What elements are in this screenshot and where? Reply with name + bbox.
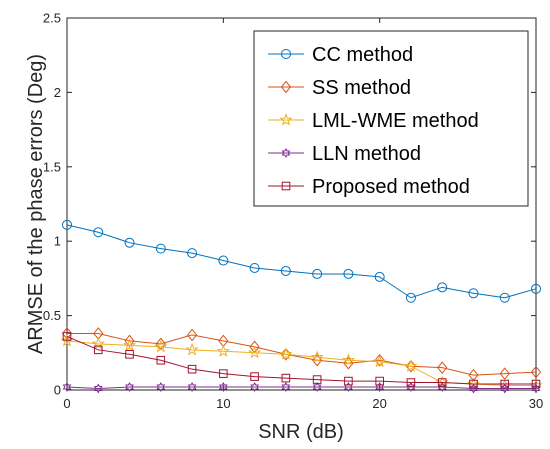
legend-entry: LLN method — [268, 143, 421, 165]
y-axis-title: ARMSE of the phase errors (Deg) — [25, 54, 47, 354]
data-point — [279, 347, 293, 360]
y-tick-label: 0.5 — [43, 308, 61, 323]
legend-label: LML-WME method — [312, 110, 479, 132]
data-point — [93, 227, 104, 238]
y-tick-label: 1.5 — [43, 159, 61, 174]
data-point — [373, 354, 387, 368]
legend-entry: CC method — [268, 44, 413, 66]
data-point — [122, 338, 137, 351]
data-point — [219, 369, 228, 378]
y-tick-label: 0 — [54, 383, 61, 398]
data-point — [187, 382, 197, 393]
data-point — [248, 345, 262, 359]
data-point — [530, 365, 542, 379]
y-tick-label: 2.5 — [43, 11, 61, 26]
legend-marker — [280, 80, 292, 94]
data-point — [312, 382, 322, 393]
data-point — [531, 379, 541, 389]
series-line — [66, 224, 537, 299]
data-point — [280, 265, 291, 276]
data-point — [62, 332, 72, 341]
legend-box — [253, 30, 529, 207]
data-point — [437, 361, 448, 374]
series-line — [66, 386, 536, 390]
data-point — [249, 262, 260, 273]
x-tick-label: 30 — [529, 396, 543, 411]
legend-entry: Proposed method — [268, 176, 470, 198]
legend-marker — [281, 147, 291, 159]
data-point — [186, 328, 198, 342]
data-point — [218, 255, 229, 266]
legend-marker — [281, 181, 291, 191]
series-line — [66, 335, 536, 385]
data-point — [531, 283, 541, 294]
data-point — [250, 382, 259, 393]
legend-entry: LML-WME method — [268, 110, 479, 132]
x-tick-label: 0 — [63, 396, 70, 411]
data-point — [499, 292, 510, 303]
data-point — [344, 376, 353, 386]
data-point — [404, 359, 418, 372]
y-tick-label: 2 — [54, 85, 61, 100]
data-point — [374, 353, 385, 367]
legend-marker — [279, 113, 293, 126]
data-point — [406, 378, 416, 387]
legend-label: SS method — [312, 77, 411, 99]
data-point — [374, 271, 385, 282]
data-point — [281, 373, 291, 383]
data-point — [281, 382, 291, 393]
data-point — [405, 292, 416, 303]
data-point — [93, 383, 103, 394]
series-line — [67, 332, 537, 376]
data-point — [343, 268, 354, 279]
data-point — [216, 344, 230, 357]
data-point — [437, 282, 448, 293]
data-point — [468, 288, 479, 299]
data-point — [185, 342, 199, 356]
data-point — [124, 334, 135, 348]
data-point — [93, 345, 103, 355]
data-point — [125, 349, 134, 359]
x-tick-label: 20 — [372, 396, 386, 411]
legend: CC method SS method LML-WME method LLN meth… — [253, 30, 529, 207]
data-point — [343, 356, 354, 370]
data-point — [62, 382, 72, 393]
data-point — [156, 355, 166, 365]
series-5 — [62, 332, 541, 389]
data-point — [156, 382, 166, 393]
axis-ticks: 0 10 20 30 0 0.5 1 1.5 2 2.5 — [43, 11, 543, 412]
data-point — [187, 364, 197, 374]
data-point — [437, 378, 447, 387]
legend-marker — [281, 49, 291, 59]
data-point — [250, 372, 259, 381]
data-point — [125, 382, 134, 393]
data-point — [469, 379, 478, 389]
data-point — [310, 350, 324, 363]
data-point — [61, 327, 73, 340]
data-point — [62, 219, 72, 230]
data-point — [341, 353, 355, 366]
x-tick-label: 10 — [216, 396, 230, 411]
data-point — [218, 382, 228, 393]
data-point — [311, 353, 323, 367]
data-point — [375, 376, 384, 386]
legend-label: LLN method — [312, 143, 421, 165]
legend-label: Proposed method — [312, 176, 470, 198]
series-layer — [60, 219, 543, 394]
legend-label: CC method — [312, 44, 413, 66]
data-point — [155, 243, 166, 254]
data-point — [154, 339, 168, 353]
data-point — [124, 237, 135, 248]
y-tick-label: 1 — [54, 234, 61, 249]
legend-entry: SS method — [268, 77, 411, 99]
data-point — [312, 268, 323, 279]
data-point — [187, 248, 198, 259]
data-point — [312, 375, 322, 384]
x-axis-title: SNR (dB) — [258, 421, 344, 443]
series-1 — [62, 219, 541, 303]
data-point — [500, 379, 510, 389]
